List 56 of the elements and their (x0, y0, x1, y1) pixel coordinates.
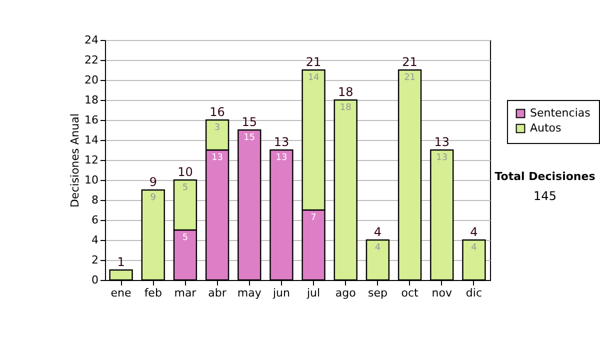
data-label: 4 (374, 243, 381, 253)
data-label: 15 (244, 133, 256, 143)
text: 145 (534, 189, 556, 203)
x-tick-label: jun (272, 286, 290, 300)
y-tick-label: 16 (84, 114, 98, 126)
y-tick-label: 18 (84, 94, 98, 106)
y-tick-label: 22 (84, 54, 98, 66)
total-label: 21 (306, 55, 322, 69)
y-tick-label: 12 (84, 154, 98, 166)
data-label: 18 (340, 103, 352, 113)
data-label: 7 (310, 213, 316, 223)
x-tick-label: dic (466, 286, 482, 300)
x-tick-label: ago (335, 286, 356, 300)
x-tick-label: jul (306, 286, 320, 300)
data-label: 13 (436, 153, 448, 163)
y-tick-label: 6 (92, 214, 98, 226)
legend-label: Sentencias (530, 106, 591, 120)
total-label: 4 (374, 225, 382, 239)
data-label: 13 (276, 153, 288, 163)
data-label: 5 (182, 183, 188, 193)
data-label: 4 (471, 243, 478, 253)
y-tick-label: 20 (84, 74, 98, 86)
total-label: 13 (434, 135, 450, 149)
x-tick-label: mar (174, 286, 197, 300)
y-tick-label: 10 (84, 174, 98, 186)
x-tick-label: feb (144, 286, 162, 300)
legend-label: Autos (530, 122, 562, 134)
data-label: 3 (214, 123, 220, 133)
total-label: 4 (470, 225, 478, 239)
y-tick-label: 0 (92, 274, 98, 286)
x-tick-label: ene (110, 286, 132, 300)
data-label: 21 (404, 73, 416, 83)
x-tick-label: abr (208, 286, 227, 300)
y-tick-label: 24 (84, 34, 98, 46)
x-tick-label: sep (368, 286, 388, 300)
y-tick-label: 14 (84, 134, 98, 146)
x-tick-label: nov (432, 286, 452, 300)
x-tick-label: oct (401, 286, 420, 300)
total-label: 21 (402, 55, 418, 69)
total-label: 9 (149, 175, 157, 189)
data-label: 9 (150, 193, 156, 203)
x-tick-label: may (237, 286, 262, 300)
y-axis-title: Decisiones Anual (68, 113, 82, 208)
text: Total Decisiones (494, 170, 596, 183)
total-label: 15 (242, 115, 258, 129)
total-label: 16 (210, 105, 225, 119)
total-label: 10 (178, 165, 193, 179)
data-label: 13 (212, 153, 224, 163)
data-label: 14 (308, 73, 320, 83)
total-label: 18 (338, 85, 354, 99)
total-label: 13 (274, 135, 290, 149)
data-label: 5 (182, 233, 188, 243)
y-tick-label: 2 (92, 254, 98, 266)
y-tick-label: 8 (92, 194, 98, 206)
total-label: 1 (117, 255, 125, 269)
y-tick-label: 4 (92, 234, 98, 246)
